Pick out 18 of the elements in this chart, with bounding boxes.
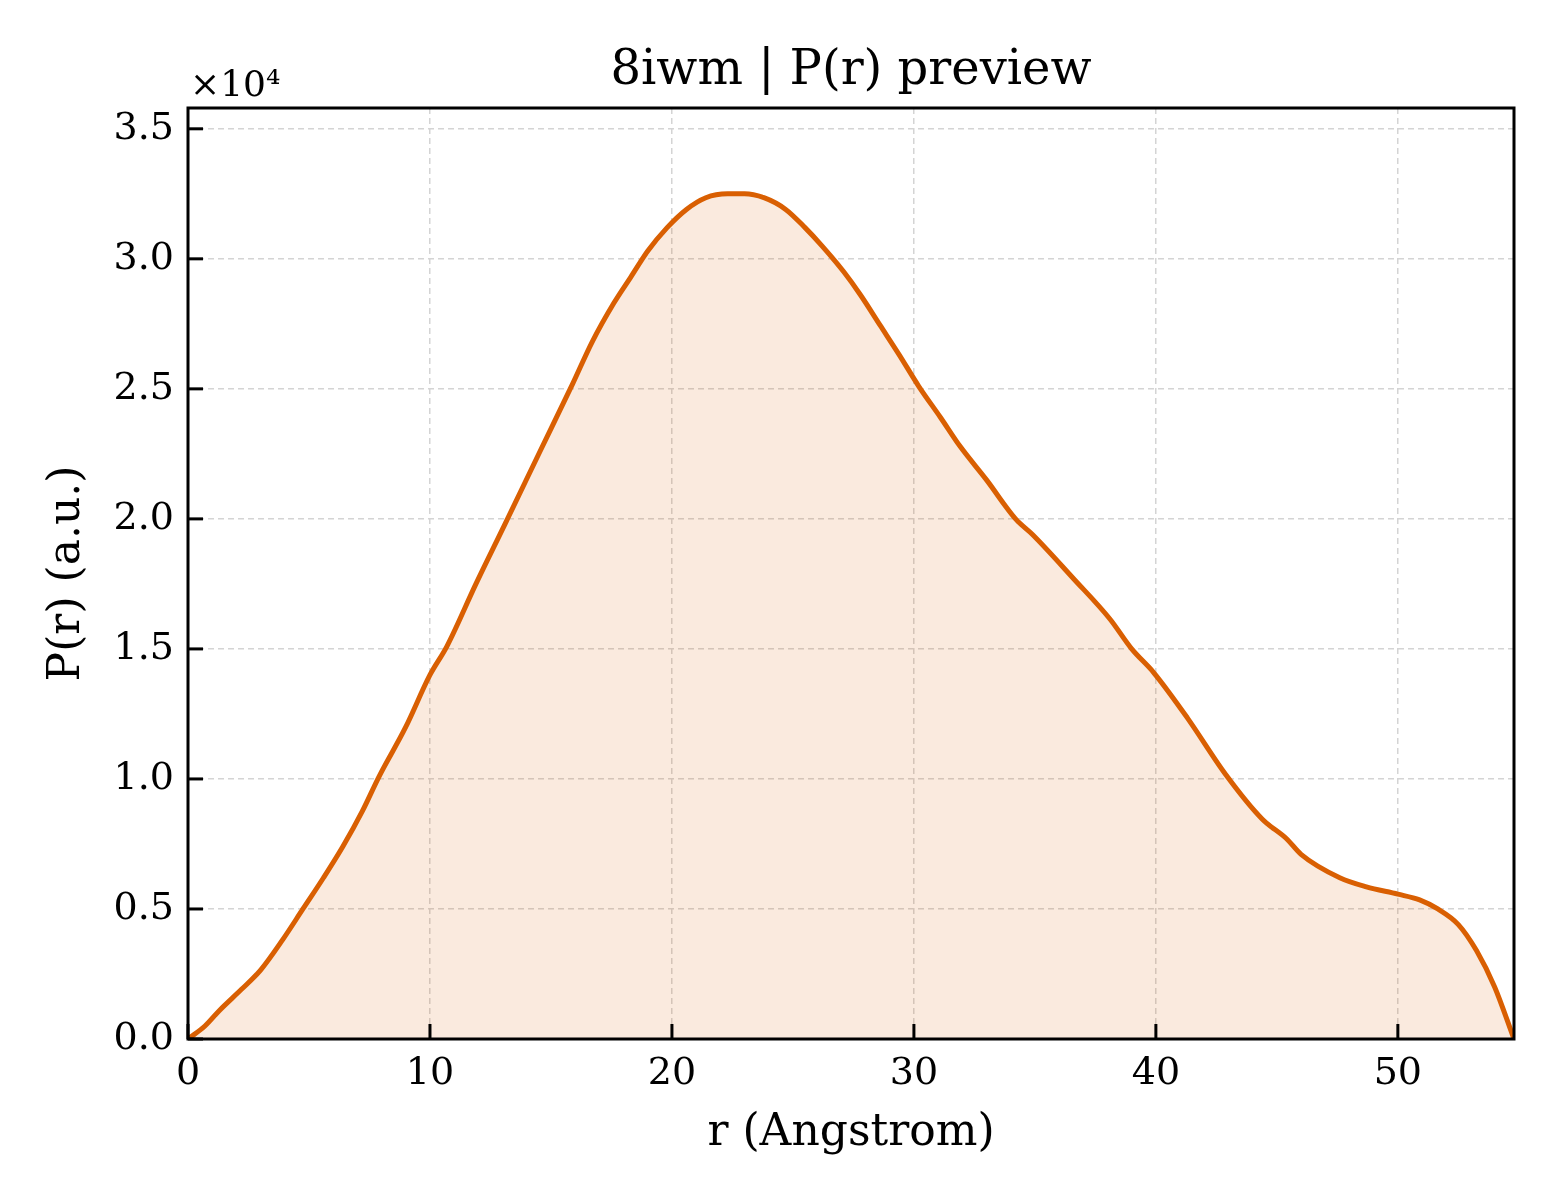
y-tick-label: 0.0 (113, 1013, 174, 1058)
chart-title: 8iwm | P(r) preview (610, 39, 1092, 95)
y-tick-label: 2.5 (113, 363, 174, 408)
x-tick-label: 30 (889, 1048, 939, 1093)
y-tick-label: 1.0 (113, 753, 174, 798)
text: ×10⁴ (190, 63, 281, 104)
y-tick-label: 3.0 (113, 233, 174, 278)
x-tick-label: 50 (1373, 1048, 1423, 1093)
y-tick-label: 3.5 (113, 103, 174, 148)
y-tick-label: 1.5 (113, 623, 174, 668)
x-tick-label: 40 (1131, 1048, 1181, 1093)
y-tick-label: 0.5 (113, 883, 174, 928)
y-axis-title: P(r) (a.u.) (38, 465, 90, 682)
y-tick-label: 2.0 (113, 493, 174, 538)
x-axis-title: r (Angstrom) (707, 1104, 995, 1155)
x-tick-label: 0 (175, 1048, 201, 1093)
x-tick-label: 20 (647, 1048, 697, 1093)
x-tick-label: 10 (405, 1048, 455, 1093)
